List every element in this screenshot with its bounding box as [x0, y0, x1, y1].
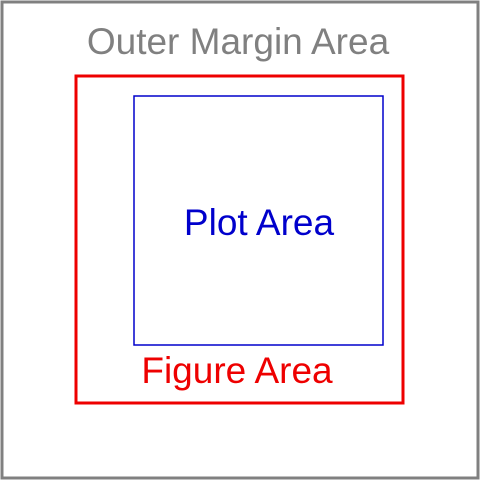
plot-area-label: Plot Area [184, 202, 335, 243]
outer-margin-label: Outer Margin Area [87, 21, 390, 62]
plot-area-border [133, 95, 384, 346]
figure-area-border [74, 74, 405, 405]
figure-area-label: Figure Area [141, 350, 333, 391]
